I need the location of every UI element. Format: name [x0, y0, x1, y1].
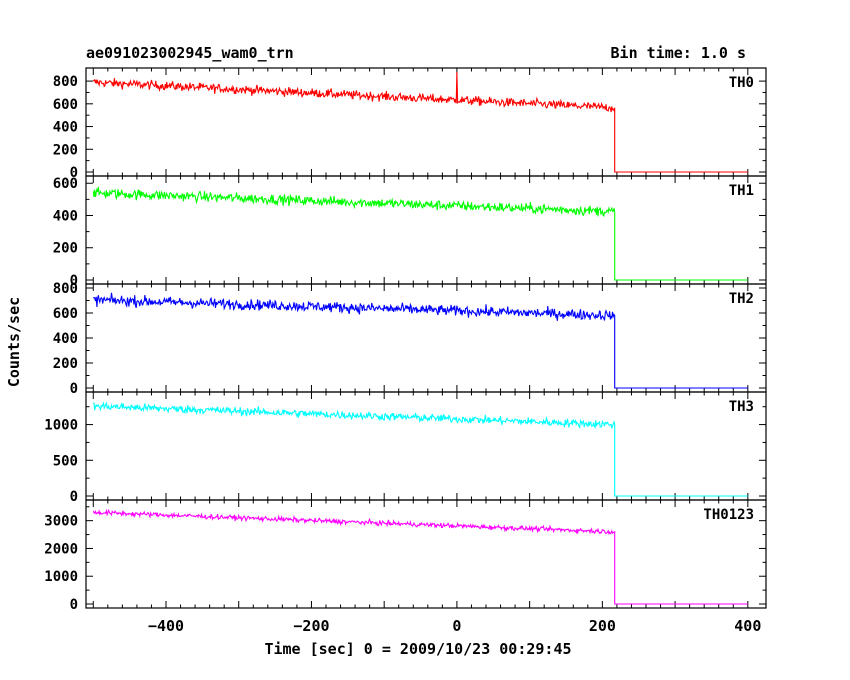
panel-label-th3: TH3 — [729, 399, 754, 415]
y-tick-label: 800 — [53, 281, 78, 297]
y-tick-label: 500 — [53, 453, 78, 469]
y-tick-label: 200 — [53, 241, 78, 257]
series-line-th0 — [92, 71, 748, 173]
series-line-th2 — [92, 292, 748, 389]
y-tick-label: 400 — [53, 331, 78, 347]
x-tick-label: 0 — [452, 617, 461, 635]
y-tick-label: 1000 — [44, 569, 78, 585]
series-line-th3 — [92, 401, 748, 497]
y-tick-label: 1000 — [44, 418, 78, 434]
y-tick-label: 0 — [70, 597, 78, 613]
x-tick-label: 400 — [734, 617, 761, 635]
y-tick-label: 0 — [70, 273, 78, 289]
panel-frame-th0 — [85, 67, 767, 177]
panel-frame-th1 — [85, 175, 767, 285]
x-axis-label: Time [sec] 0 = 2009/10/23 00:29:45 — [264, 640, 571, 658]
y-tick-label: 600 — [53, 306, 78, 322]
y-tick-label: 400 — [53, 120, 78, 136]
y-tick-label: 0 — [70, 165, 78, 181]
y-tick-label: 0 — [70, 381, 78, 397]
y-tick-label: 0 — [70, 489, 78, 505]
y-tick-label: 600 — [53, 97, 78, 113]
bin-time-label: Bin time: 1.0 s — [610, 44, 746, 62]
x-tick-label: −400 — [148, 617, 184, 635]
y-axis-label: Counts/sec — [5, 297, 23, 387]
chart-title: ae091023002945_wam0_trn — [86, 44, 294, 62]
x-tick-label: −200 — [293, 617, 329, 635]
panel-label-th0: TH0 — [729, 75, 754, 91]
panel-frame-th0123 — [85, 499, 767, 609]
panel-label-th0123: TH0123 — [703, 507, 754, 523]
y-tick-label: 200 — [53, 142, 78, 158]
y-tick-label: 800 — [53, 74, 78, 90]
y-tick-label: 200 — [53, 356, 78, 372]
x-tick-label: 200 — [589, 617, 616, 635]
series-line-th0123 — [92, 508, 748, 605]
y-tick-label: 400 — [53, 208, 78, 224]
series-line-th1 — [92, 186, 748, 281]
panel-label-th2: TH2 — [729, 291, 754, 307]
panel-frame-th2 — [85, 283, 767, 393]
panel-label-th1: TH1 — [729, 183, 754, 199]
y-tick-label: 2000 — [44, 541, 78, 557]
y-tick-label: 3000 — [44, 514, 78, 530]
y-tick-label: 600 — [53, 176, 78, 192]
